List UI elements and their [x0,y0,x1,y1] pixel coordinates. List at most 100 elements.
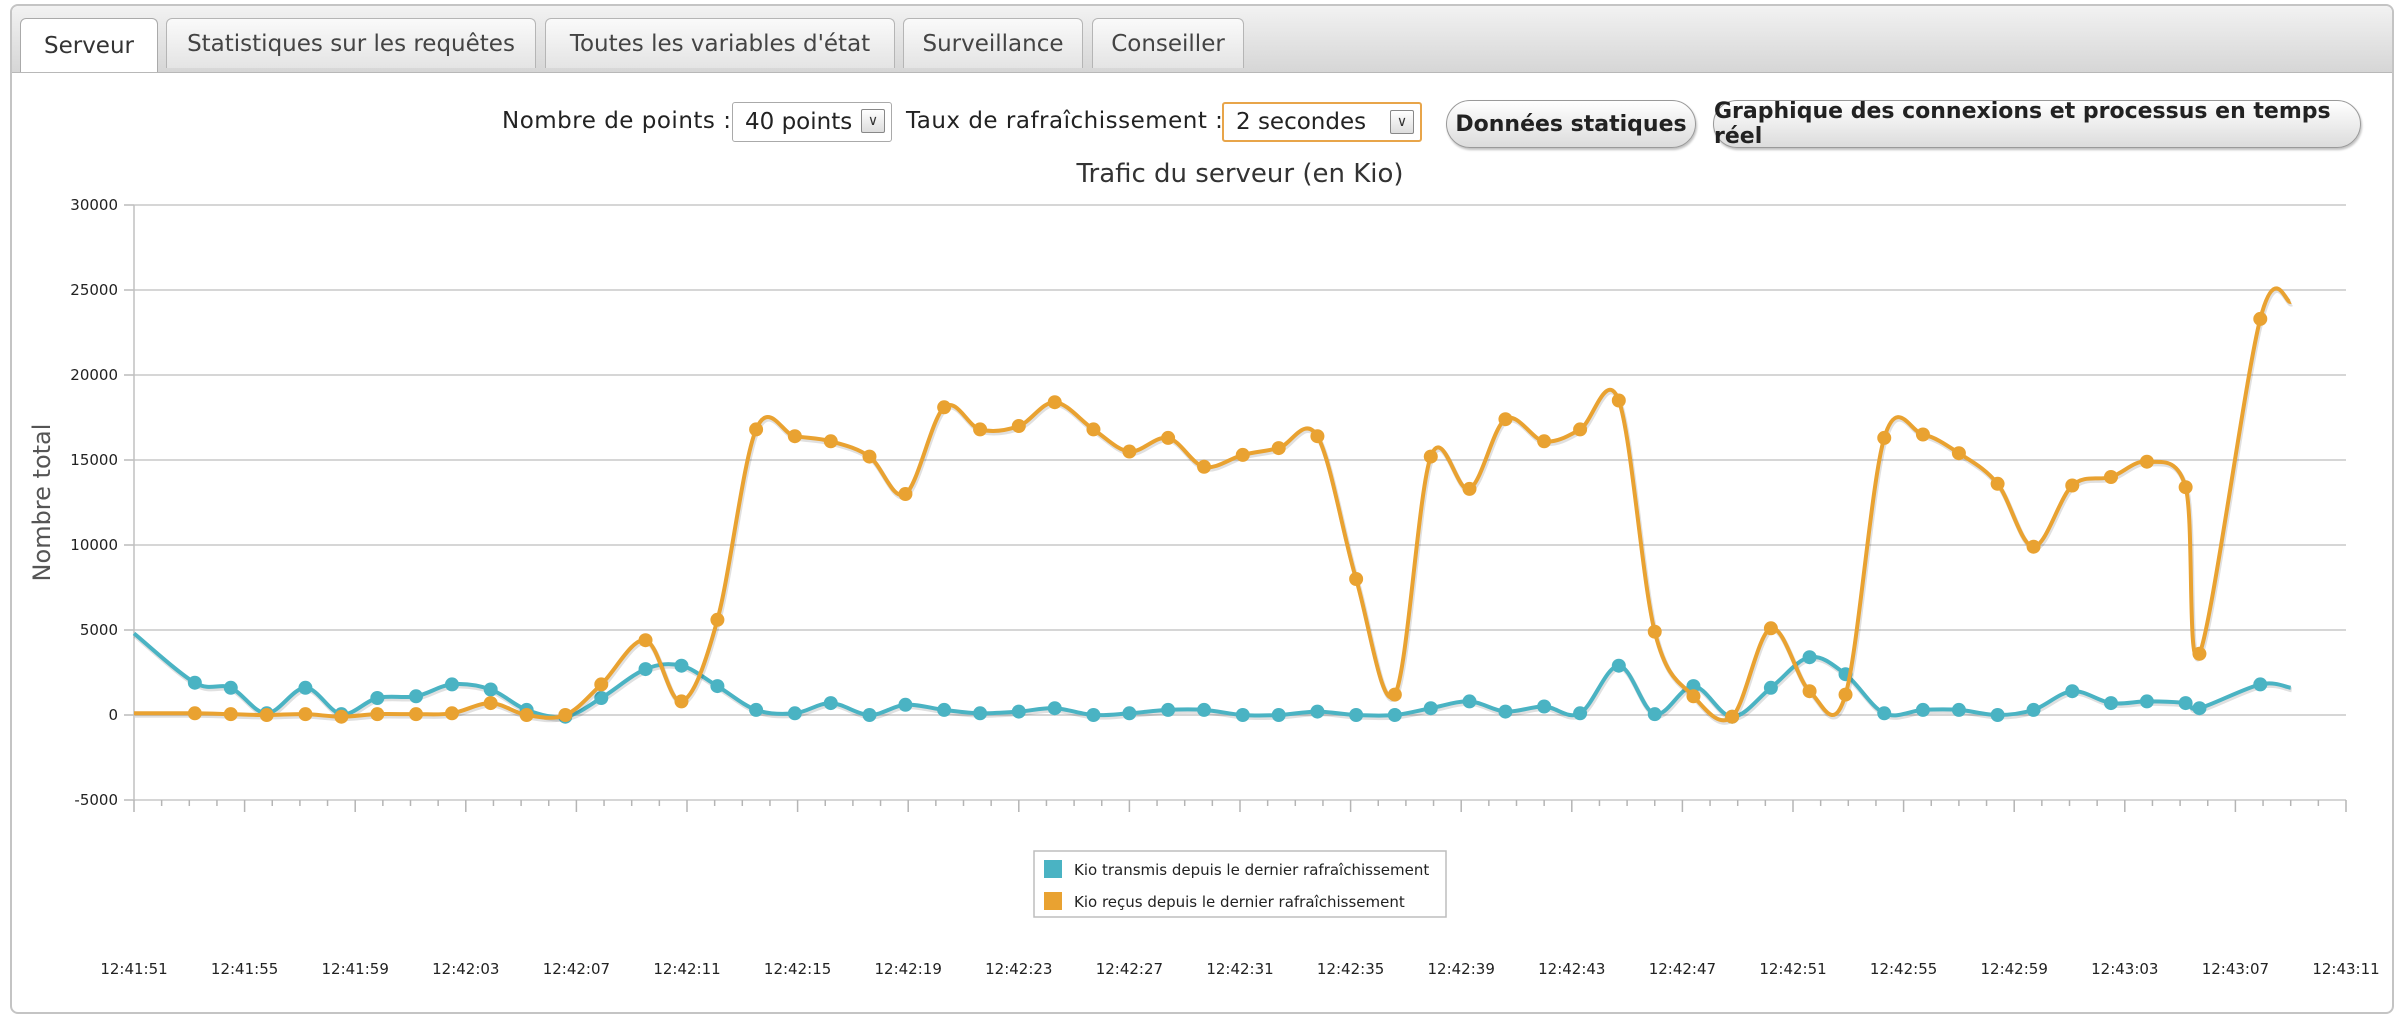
series-0-point [1349,708,1364,722]
series-1-point [1647,624,1662,639]
series-0-point [1310,704,1325,719]
series-0-point [1802,650,1817,665]
series-0-point [710,679,725,694]
series-1-point [1122,444,1137,459]
series-0-point [2065,684,2080,699]
series-1-point [937,400,952,415]
series-1-point [558,708,573,722]
series-0-point [674,658,689,673]
y-tick-label: -5000 [74,791,118,809]
series-1-point [223,707,238,722]
series-0-point [187,675,202,690]
series-0-point [1537,699,1552,714]
tab-statistiques-requetes[interactable]: Statistiques sur les requêtes [166,18,536,68]
series-1-point [1047,395,1062,410]
series-0-point [1877,706,1892,721]
series-1-point [823,434,838,449]
series-1-point [370,707,385,722]
refresh-select[interactable]: 2 secondes ∨ [1222,102,1422,142]
series-0-point [898,697,913,712]
x-tick-label: 12:42:11 [653,960,720,978]
x-tick-label: 12:42:47 [1649,960,1716,978]
series-0-point [2026,702,2041,717]
x-tick-label: 12:41:59 [322,960,389,978]
series-0-point [973,706,988,721]
series-0-point [823,696,838,711]
series-0-point [298,680,313,695]
series-1-point [298,707,313,722]
series-1-point [674,694,689,709]
server-panel [10,4,2394,1014]
realtime-graph-button[interactable]: Graphique des connexions et processus en… [1713,99,2361,149]
series-1-point [1573,422,1588,437]
series-1-point [1838,687,1853,702]
refresh-select-value: 2 secondes [1236,109,1367,135]
series-0-point [1122,706,1137,721]
tab-serveur[interactable]: Serveur [20,18,158,72]
series-0-point [1197,702,1212,717]
x-tick-label: 12:42:55 [1870,960,1937,978]
refresh-label: Taux de rafraîchissement : [906,108,1224,134]
x-tick-label: 12:42:43 [1538,960,1605,978]
series-1-shadow [134,288,2295,725]
series-1-point [1725,709,1740,724]
series-0-point [1686,679,1701,694]
tab-variables-etat[interactable]: Toutes les variables d'état [545,18,895,68]
series-0-point [1573,706,1588,721]
series-0-point [937,702,952,717]
x-tick-label: 12:43:11 [2312,960,2379,978]
points-select[interactable]: 40 points ∨ [732,102,892,142]
series-1-point [2103,470,2118,484]
series-0-point [594,691,609,705]
series-0-point [444,677,459,692]
series-1-point [1161,430,1176,445]
series-1-point [1611,393,1626,408]
chevron-down-icon: ∨ [861,109,885,133]
series-0-point [1423,701,1438,716]
y-tick-label: 25000 [70,281,118,299]
series-1-point [1537,434,1552,449]
series-1-point [710,612,725,627]
legend-swatch-0 [1044,860,1062,878]
series-0-point [1462,694,1477,709]
series-1-point [1271,441,1286,456]
series-0-point [1915,702,1930,717]
y-tick-label: 5000 [80,621,118,639]
series-0-point [409,689,424,704]
points-select-value: 40 points [745,109,853,135]
series-0-point [862,708,877,722]
tab-conseiller[interactable]: Conseiller [1092,18,1244,68]
series-0-point [1647,707,1662,722]
series-1-point [187,706,202,721]
series-1-point [444,706,459,721]
x-tick-label: 12:42:07 [543,960,610,978]
x-tick-label: 12:42:23 [985,960,1052,978]
series-1-point [594,677,609,692]
tab-surveillance[interactable]: Surveillance [903,18,1083,68]
series-1-point [1915,427,1930,442]
series-1-point [1197,459,1212,474]
series-1-point [1877,430,1892,445]
series-1-point [749,422,764,437]
series-1-point [1498,412,1513,427]
x-tick-label: 12:42:31 [1206,960,1273,978]
points-label: Nombre de points : [502,108,732,134]
series-1-point [409,707,424,722]
series-0-point [1161,702,1176,717]
series-0-point [749,702,764,717]
series-0-point [1990,708,2005,722]
series-0-point [2192,701,2207,716]
y-axis-label: Nombre total [28,424,56,582]
series-1-point [519,708,534,722]
x-tick-label: 12:43:03 [2091,960,2158,978]
legend-label-1: Kio reçus depuis le dernier rafraîchisse… [1074,893,1405,911]
x-tick-label: 12:42:19 [875,960,942,978]
series-0-shadow [133,633,2293,722]
legend-label-0: Kio transmis depuis le dernier rafraîchi… [1074,861,1429,879]
series-1-point [787,429,802,444]
series-0-point [223,680,238,695]
x-tick-label: 12:42:35 [1317,960,1384,978]
x-tick-label: 12:42:39 [1428,960,1495,978]
static-data-button[interactable]: Données statiques [1446,100,1696,148]
series-1-point [1310,429,1325,444]
